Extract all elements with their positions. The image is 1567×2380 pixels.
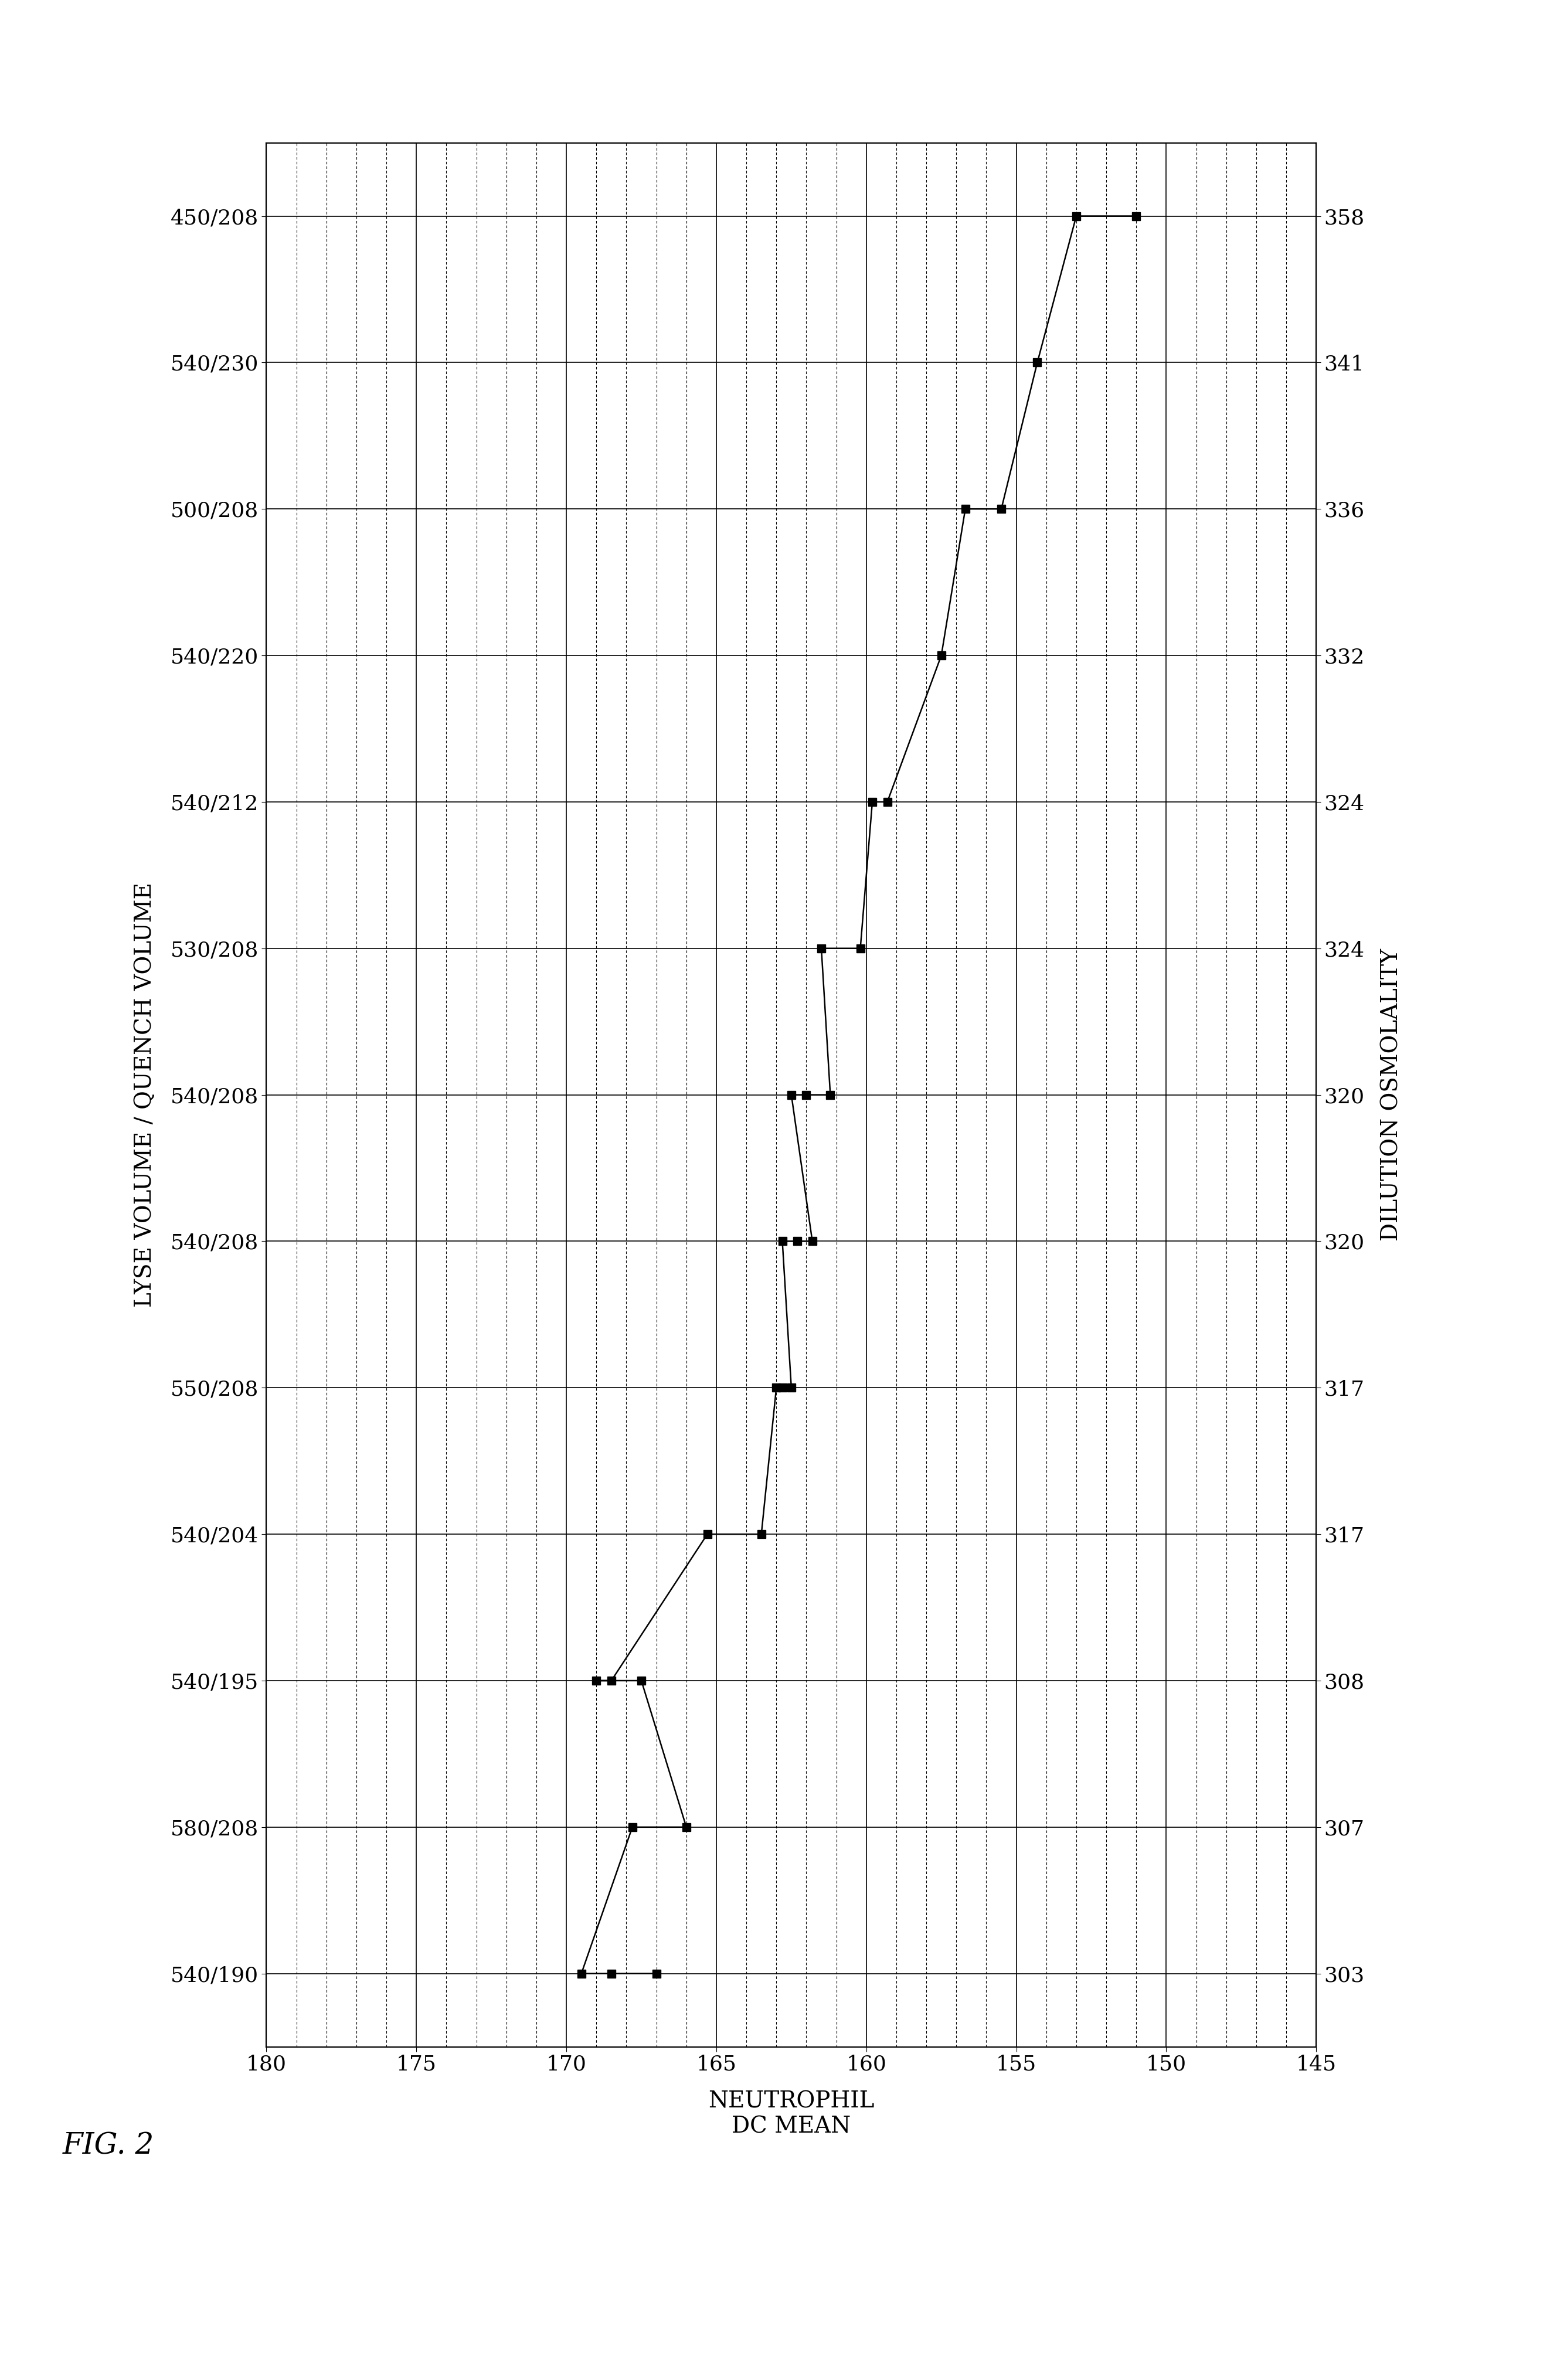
Text: FIG. 2: FIG. 2 (63, 2132, 155, 2161)
X-axis label: NEUTROPHIL
DC MEAN: NEUTROPHIL DC MEAN (708, 2090, 874, 2137)
Y-axis label: LYSE VOLUME / QUENCH VOLUME: LYSE VOLUME / QUENCH VOLUME (135, 883, 155, 1307)
Y-axis label: DILUTION OSMOLALITY: DILUTION OSMOLALITY (1381, 950, 1402, 1240)
